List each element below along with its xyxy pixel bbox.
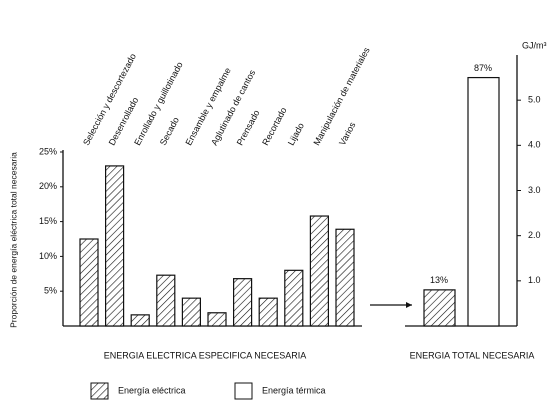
y-tick-label: 5% [44,286,57,296]
x-tick-label: Ensamble y empalme [183,66,232,147]
x-tick-label: Secado [158,115,181,147]
x-tick-label: Varios [337,120,358,147]
x2-axis-label: ENERGIA TOTAL NECESARIA [410,350,535,360]
bar [467,76,500,327]
x-tick-label: Recortado [260,106,288,147]
y-tick-label: 25% [39,146,57,156]
bar [423,289,456,327]
legend-swatch [234,382,253,400]
y-axis-label: Proporción de energía eléctrica total ne… [8,152,18,328]
y-tick-label: 20% [39,181,57,191]
legend-label: Energía térmica [262,385,326,395]
legend-label: Energía eléctrica [118,385,186,395]
y2-axis-label: GJ/m³ [522,40,547,50]
bar [207,312,227,327]
bar-label: 13% [430,275,448,285]
x-tick-label: Prensado [235,108,262,147]
bar [156,274,176,327]
bar [309,215,329,327]
y2-tick-label: 2.0 [528,230,541,240]
bar-label: 87% [474,63,492,73]
y2-tick-label: 3.0 [528,185,541,195]
bar [181,297,201,327]
y-tick-label: 15% [39,216,57,226]
legend-swatch [90,382,109,400]
x-axis-label: ENERGIA ELECTRICA ESPECIFICA NECESARIA [104,350,307,360]
bar [335,228,355,327]
bar [104,165,125,327]
bar [79,238,99,327]
y2-tick-label: 4.0 [528,140,541,150]
bar [130,314,150,327]
bar [258,297,278,327]
arrow-head [406,302,412,308]
y2-tick-label: 5.0 [528,95,541,105]
bar [233,278,253,327]
bar [284,269,304,327]
x-tick-label: Lijado [286,121,306,147]
y2-tick-label: 1.0 [528,275,541,285]
y-tick-label: 10% [39,251,57,261]
x-tick-label: Enrollado y guillotinado [132,60,185,147]
